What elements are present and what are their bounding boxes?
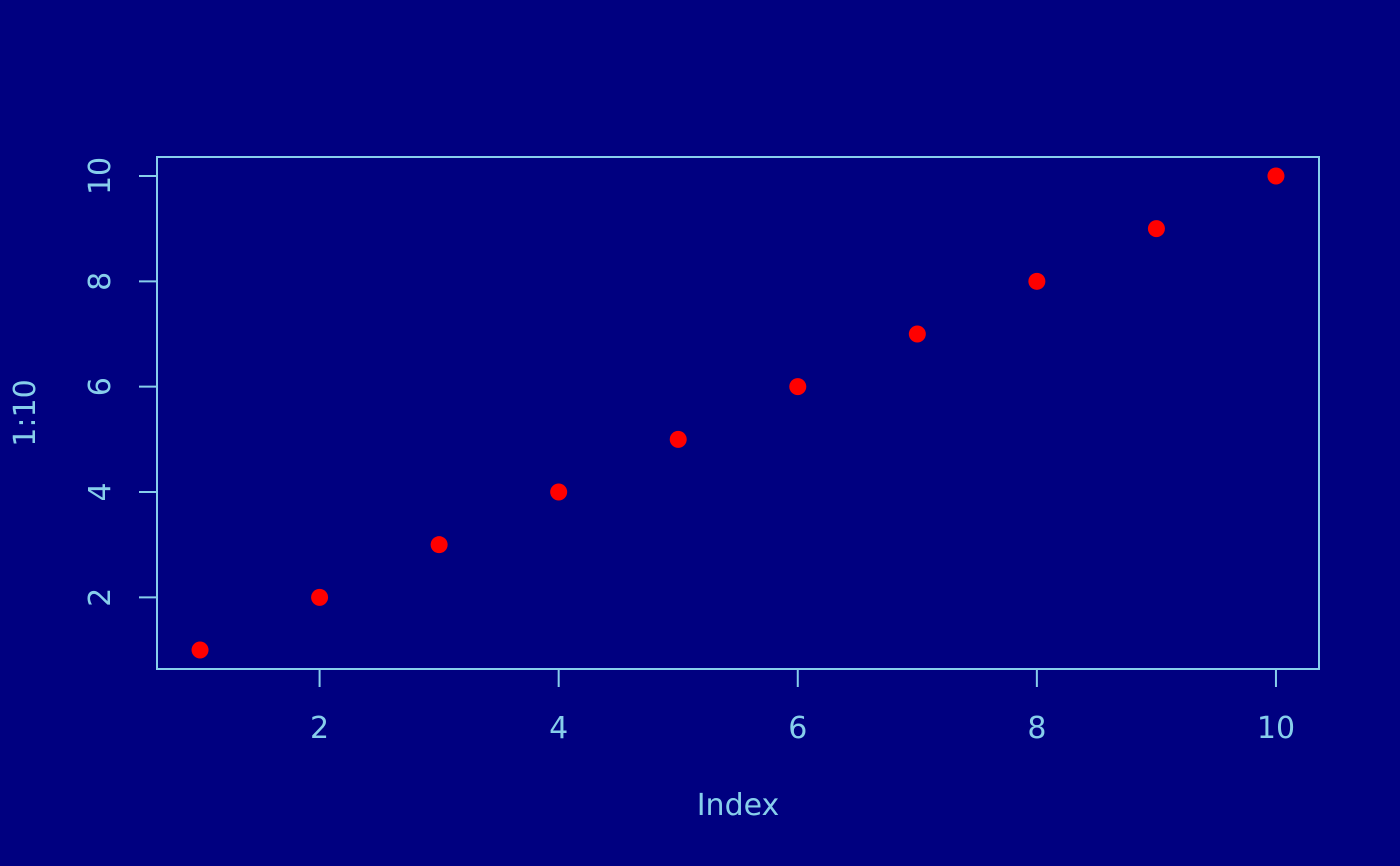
data-points: [191, 167, 1285, 659]
plot-frame-group: [156, 156, 1320, 670]
data-point: [669, 430, 687, 448]
x-tick-label: 10: [1257, 711, 1295, 746]
data-point: [550, 483, 568, 501]
y-tick-label: 2: [83, 588, 118, 607]
y-axis-title: 1:10: [8, 379, 43, 446]
data-point: [311, 588, 329, 606]
y-tick-label: 4: [83, 482, 118, 501]
y-tick-label: 8: [83, 272, 118, 291]
y-tick-label: 6: [83, 377, 118, 396]
y-tick-label: 10: [83, 157, 118, 195]
x-tick-label: 4: [549, 711, 568, 746]
x-axis: 2 4 6 8 10: [310, 669, 1295, 746]
data-point: [430, 536, 448, 554]
data-point: [789, 378, 807, 396]
data-point: [1028, 272, 1046, 290]
y-axis: 2 4 6 8 10: [83, 157, 157, 607]
x-tick-label: 2: [310, 711, 329, 746]
x-tick-label: 8: [1027, 711, 1046, 746]
data-point: [191, 641, 209, 659]
data-point: [1147, 220, 1165, 238]
data-point: [1267, 167, 1285, 185]
plot-frame: [156, 156, 1320, 670]
x-axis-title: Index: [697, 788, 780, 823]
x-tick-label: 6: [788, 711, 807, 746]
data-point: [908, 325, 926, 343]
